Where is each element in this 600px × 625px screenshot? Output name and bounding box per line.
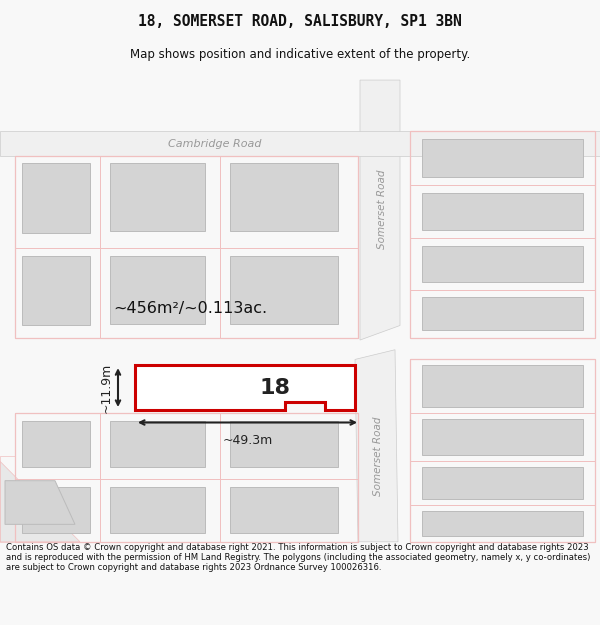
Bar	[422, 139, 583, 177]
Bar	[22, 421, 90, 467]
Polygon shape	[355, 350, 398, 542]
Text: Somerset Road: Somerset Road	[373, 417, 383, 496]
Bar	[422, 298, 583, 331]
Bar	[230, 256, 338, 324]
Text: ~11.9m: ~11.9m	[100, 362, 113, 413]
Text: Map shows position and indicative extent of the property.: Map shows position and indicative extent…	[130, 48, 470, 61]
Text: 18, SOMERSET ROAD, SALISBURY, SP1 3BN: 18, SOMERSET ROAD, SALISBURY, SP1 3BN	[138, 14, 462, 29]
Text: Contains OS data © Crown copyright and database right 2021. This information is : Contains OS data © Crown copyright and d…	[6, 542, 590, 572]
Bar	[422, 511, 583, 536]
Bar	[422, 246, 583, 282]
Bar	[422, 365, 583, 407]
Polygon shape	[360, 80, 400, 340]
Bar	[110, 421, 205, 467]
Bar	[230, 421, 338, 467]
Bar	[22, 256, 90, 326]
Bar	[422, 192, 583, 231]
Bar	[422, 419, 583, 456]
Polygon shape	[0, 461, 80, 542]
Text: ~456m²/~0.113ac.: ~456m²/~0.113ac.	[113, 301, 267, 316]
Text: Cambridge Road: Cambridge Road	[168, 139, 262, 149]
Bar	[230, 164, 338, 231]
Polygon shape	[0, 131, 600, 156]
Text: Somerset Road: Somerset Road	[377, 169, 387, 249]
Bar	[22, 164, 90, 233]
Text: ~49.3m: ~49.3m	[223, 434, 272, 447]
Bar	[110, 486, 205, 533]
Text: 18: 18	[260, 378, 290, 398]
Polygon shape	[5, 481, 75, 524]
Bar	[110, 256, 205, 324]
Bar	[22, 486, 90, 533]
Bar	[110, 164, 205, 231]
Bar	[422, 467, 583, 499]
Polygon shape	[135, 365, 355, 410]
Bar	[230, 486, 338, 533]
